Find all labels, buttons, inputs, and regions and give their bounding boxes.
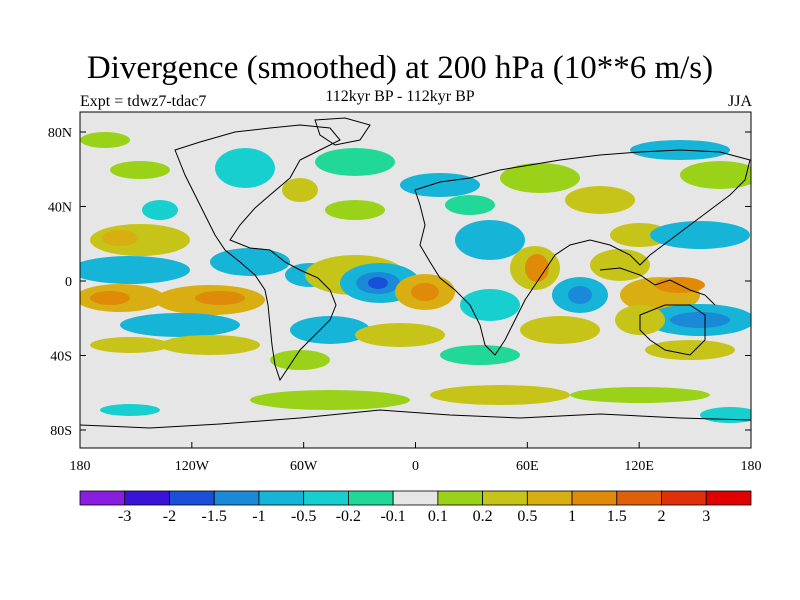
- colorbar-swatch: [616, 490, 662, 506]
- colorbar-label: -1: [252, 508, 266, 525]
- season-label: JJA: [727, 93, 752, 110]
- colorbar-swatch: [79, 490, 126, 506]
- colorbar-swatch: [571, 490, 618, 506]
- colorbar-label: 0.1: [427, 508, 448, 525]
- y-tick-label: 80S: [50, 424, 72, 439]
- colorbar-swatch: [661, 490, 707, 506]
- colorbar-swatch: [526, 490, 573, 506]
- y-tick-label: 40N: [48, 201, 72, 216]
- colorbar-swatch: [482, 490, 528, 506]
- y-tick-label: 80N: [48, 126, 72, 141]
- colorbar-label: -0.2: [335, 508, 362, 525]
- colorbar-label: 0.2: [472, 508, 493, 525]
- y-tick-label: 0: [65, 275, 72, 290]
- y-tick-label: 40S: [50, 350, 72, 365]
- map-title: Divergence (smoothed) at 200 hPa (10**6 …: [86, 50, 714, 86]
- colorbar-swatch: [392, 490, 439, 506]
- x-tick-label: 120E: [624, 459, 654, 474]
- colorbar-label: -0.1: [380, 508, 406, 525]
- colorbar-label: -0.5: [290, 508, 317, 525]
- colorbar-label: 1: [568, 508, 577, 525]
- x-tick-label: 120W: [175, 459, 210, 474]
- colorbar-label: 3: [702, 508, 711, 525]
- colorbar-swatch: [705, 490, 752, 506]
- x-tick-label: 60W: [290, 459, 318, 474]
- colorbar-label: 1.5: [606, 508, 627, 525]
- map-subtitle: 112kyr BP - 112kyr BP: [325, 88, 475, 105]
- axes: 80N 40N 0 40S 80S 180 120W 60W 0 60E 120E 180: [48, 126, 762, 474]
- map-field: [80, 112, 751, 448]
- colorbar-label: 0.5: [517, 508, 538, 525]
- colorbar-label: 2: [657, 508, 666, 525]
- x-tick-label: 60E: [516, 459, 539, 474]
- colorbar-swatch: [303, 490, 349, 506]
- x-tick-label: 180: [741, 459, 762, 474]
- x-tick-label: 180: [70, 459, 91, 474]
- colorbar-swatch: [124, 490, 170, 506]
- colorbar-swatch: [169, 490, 215, 506]
- colorbar-label: -2: [162, 508, 177, 525]
- colorbar-swatch: [213, 490, 260, 506]
- colorbar-swatch: [347, 490, 394, 506]
- colorbar-swatch: [258, 490, 305, 506]
- x-tick-label: 0: [412, 459, 419, 474]
- colorbar-swatch: [437, 490, 484, 506]
- experiment-label: Expt = tdwz7-tdac7: [80, 93, 207, 110]
- colorbar: [79, 490, 752, 506]
- coastlines: [80, 117, 751, 429]
- colorbar-label: -3: [118, 508, 132, 525]
- colorbar-label: -1.5: [201, 508, 227, 525]
